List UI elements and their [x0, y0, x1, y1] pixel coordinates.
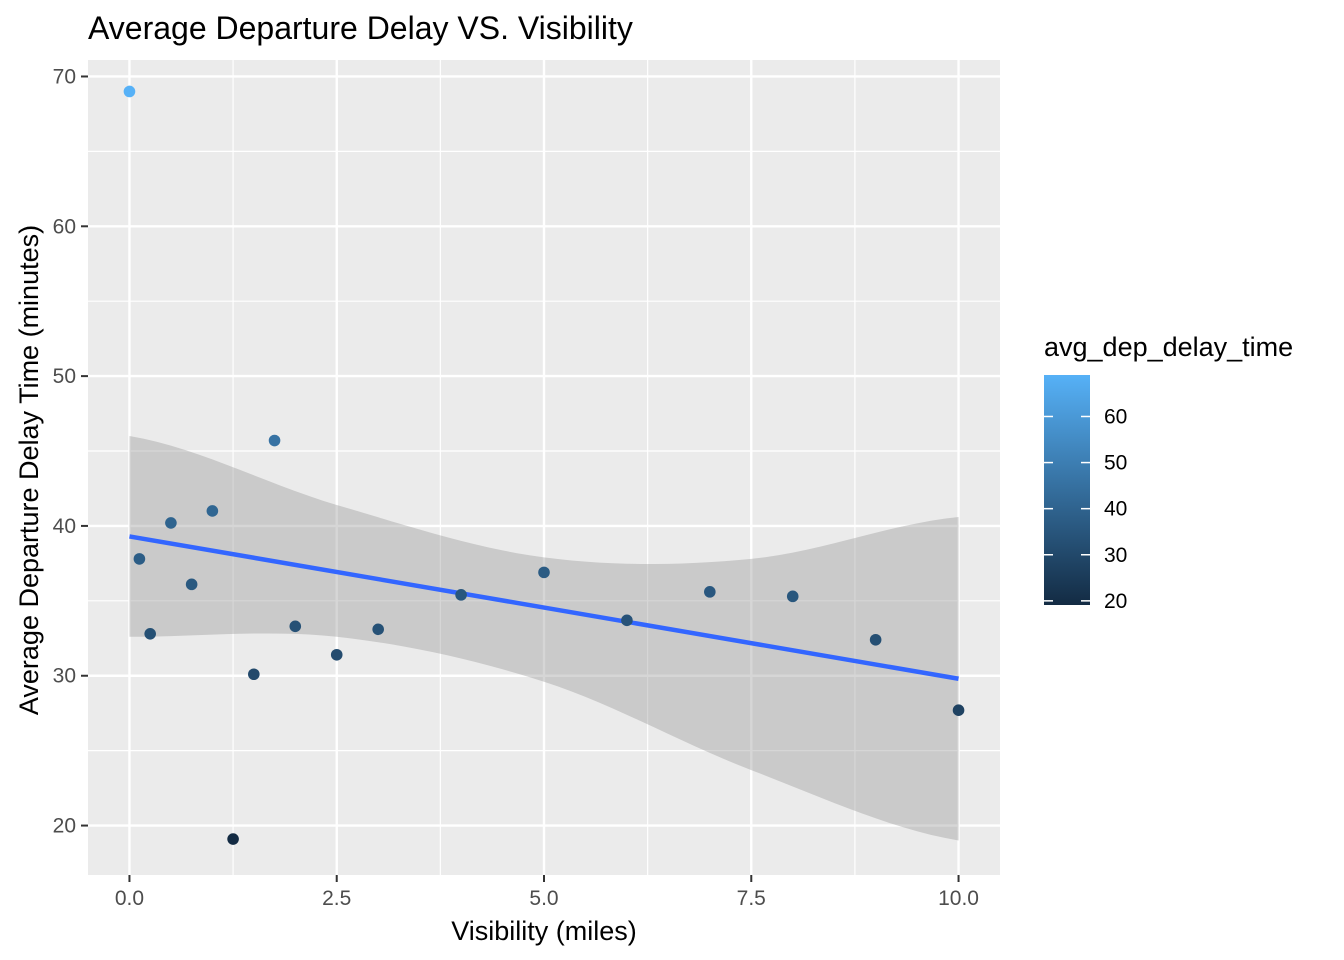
legend-label: 30: [1104, 544, 1127, 567]
x-tick-label: 2.5: [322, 887, 351, 910]
legend-colorbar: [1044, 375, 1090, 605]
y-tick-label: 20: [53, 815, 76, 838]
legend-label: 20: [1104, 590, 1127, 613]
data-point: [455, 589, 467, 601]
trend-line: [129, 534, 959, 681]
trend-line-layer: [129, 534, 959, 681]
data-points: [123, 85, 965, 845]
data-point: [538, 566, 550, 579]
data-point: [289, 620, 302, 633]
chart-title: Average Departure Delay VS. Visibility: [88, 10, 633, 46]
data-point: [144, 627, 156, 640]
legend-title: avg_dep_delay_time: [1044, 332, 1293, 362]
data-point: [372, 623, 384, 636]
legend-label: 60: [1104, 405, 1127, 428]
y-tick-label: 60: [53, 215, 76, 238]
y-tick-label: 50: [53, 365, 76, 388]
confidence-band-area: [129, 436, 959, 841]
y-axis: 20 30 40 50 60 70: [53, 65, 88, 838]
x-tick-label: 7.5: [737, 887, 766, 910]
x-tick-label: 10.0: [938, 887, 979, 910]
data-point: [786, 590, 799, 603]
data-point: [952, 704, 965, 717]
y-tick-label: 30: [53, 665, 76, 688]
legend-ticks: 20 30 40 50 60: [1044, 405, 1127, 613]
data-point: [621, 614, 633, 627]
x-tick-label: 5.0: [529, 887, 558, 910]
data-point: [165, 517, 177, 529]
data-point: [206, 505, 219, 517]
major-gridlines: [88, 60, 1000, 875]
data-point: [227, 833, 239, 845]
x-tick-label: 0.0: [115, 887, 144, 910]
confidence-band: [129, 436, 959, 841]
x-axis: 0.0 2.5 5.0 7.5 10.0: [115, 875, 979, 910]
data-point: [133, 553, 146, 565]
legend-label: 40: [1104, 498, 1127, 521]
data-point: [330, 648, 343, 661]
color-legend: avg_dep_delay_time 20 30 40 50 60: [1044, 332, 1293, 613]
legend-label: 50: [1104, 452, 1127, 475]
data-point: [704, 586, 716, 598]
data-point: [268, 434, 281, 447]
data-point: [248, 668, 260, 681]
y-axis-title: Average Departure Delay Time (minutes): [14, 225, 44, 715]
data-point: [185, 578, 198, 591]
y-tick-label: 70: [53, 65, 76, 88]
y-tick-label: 40: [53, 515, 76, 538]
x-axis-title: Visibility (miles): [451, 916, 637, 946]
data-point: [869, 633, 882, 646]
data-point: [123, 85, 136, 98]
